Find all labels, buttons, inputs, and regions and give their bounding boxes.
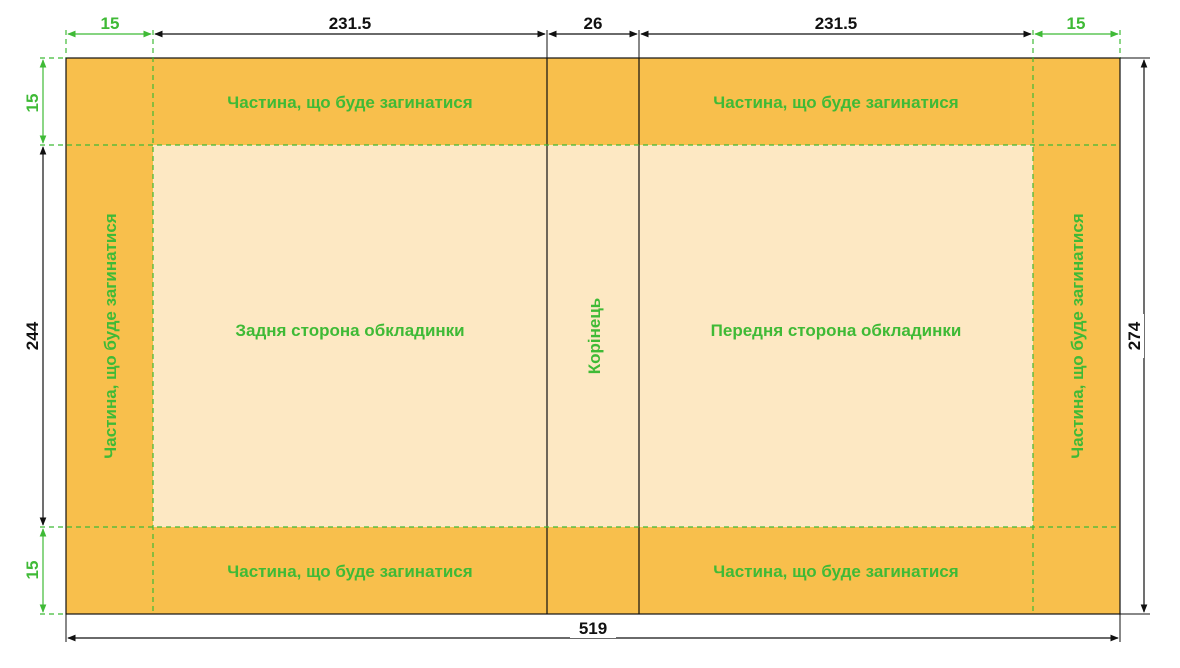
dim-bleed-left: 15	[101, 14, 120, 33]
dim-bleed-right: 15	[1067, 14, 1086, 33]
dim-bleed-top: 15	[23, 94, 42, 113]
spine-area	[547, 145, 639, 527]
dim-cover-height: 244	[23, 321, 42, 350]
fold-guides	[40, 30, 1121, 615]
dim-front-width: 231.5	[815, 14, 858, 33]
label-back-cover: Задня сторона обкладинки	[235, 321, 464, 340]
dim-bleed-bottom: 15	[23, 561, 42, 580]
label-fold-bottom-right: Частина, що буде загинатися	[713, 562, 958, 581]
label-fold-bottom-left: Частина, що буде загинатися	[227, 562, 472, 581]
dim-spine-width: 26	[584, 14, 603, 33]
label-front-cover: Передня сторона обкладинки	[711, 321, 962, 340]
label-spine: Корінець	[585, 298, 604, 375]
label-fold-top-right: Частина, що буде загинатися	[713, 93, 958, 112]
label-fold-right: Частина, що буде загинатися	[1068, 213, 1087, 458]
front-cover-area	[639, 145, 1033, 527]
label-fold-top-left: Частина, що буде загинатися	[227, 93, 472, 112]
dim-total-height: 274	[1125, 321, 1144, 350]
label-fold-left: Частина, що буде загинатися	[101, 213, 120, 458]
sheet-border	[65, 57, 1121, 615]
dim-total-width: 519	[579, 619, 607, 638]
back-cover-area	[153, 145, 547, 527]
dim-back-width: 231.5	[329, 14, 372, 33]
extension-lines	[65, 30, 1150, 642]
